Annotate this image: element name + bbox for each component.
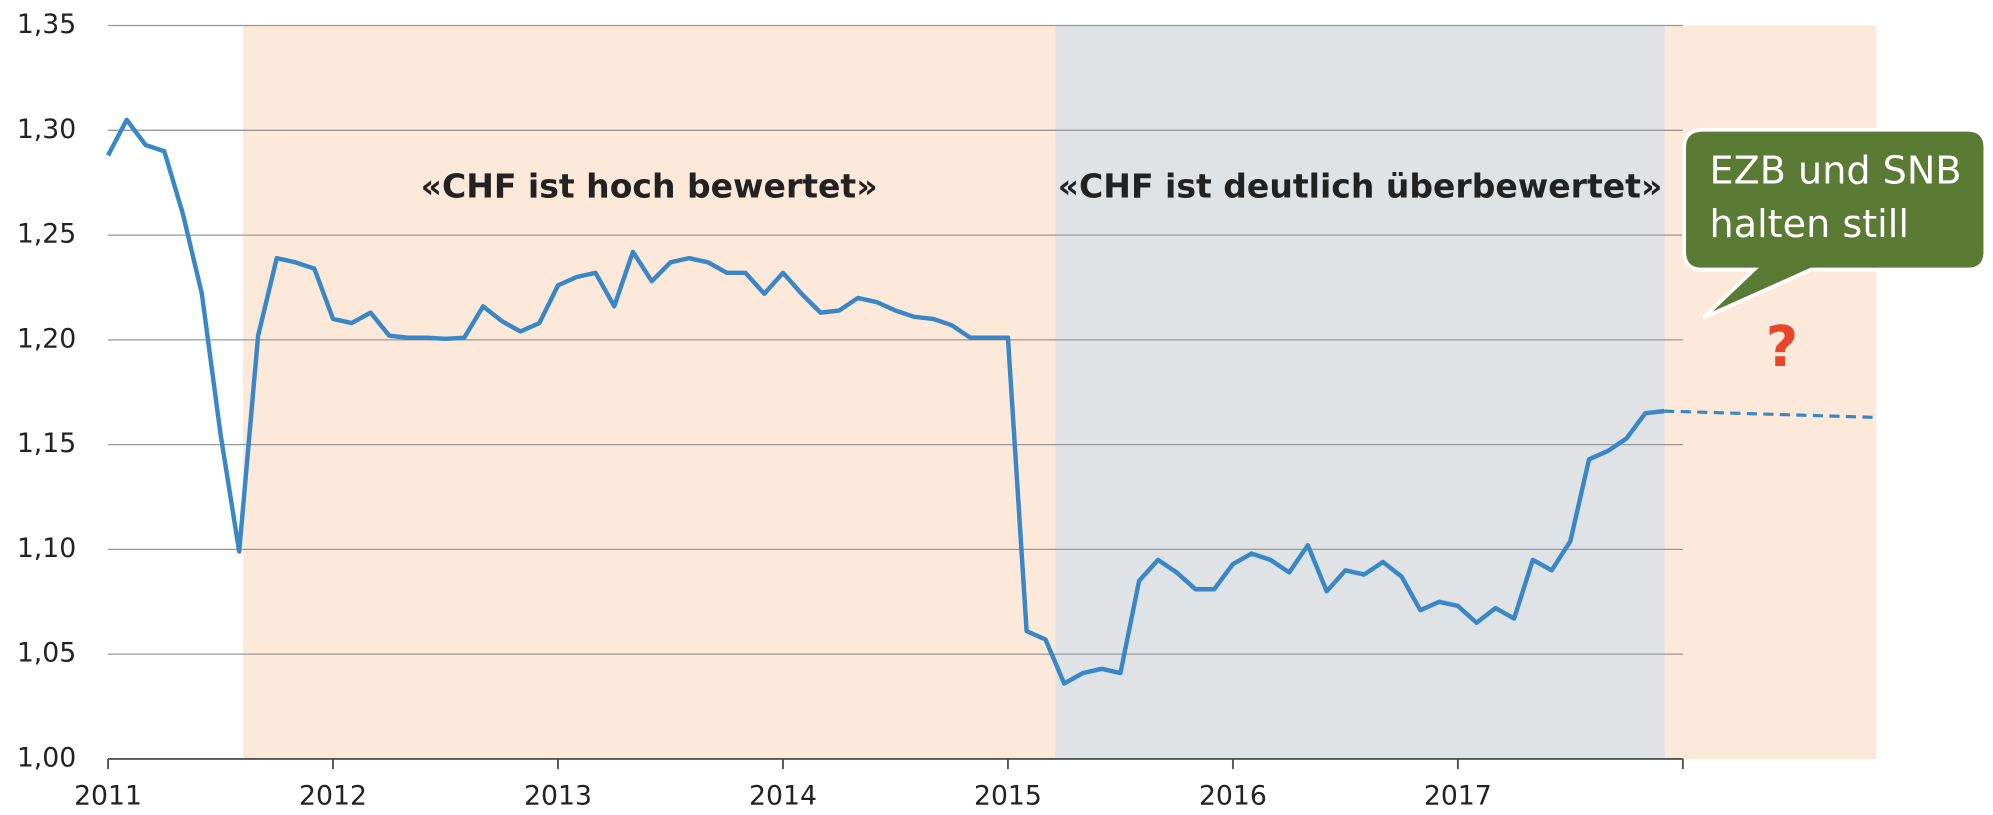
- y-tick-label: 1,25: [17, 219, 76, 250]
- x-tick-label: 2015: [974, 781, 1042, 812]
- y-tick-label: 1,35: [17, 9, 76, 40]
- x-tick-label: 2014: [749, 781, 817, 812]
- question-mark: ?: [1766, 315, 1798, 380]
- x-tick-label: 2016: [1199, 781, 1267, 812]
- region: [1055, 25, 1665, 759]
- x-tick-label: 2011: [74, 781, 142, 812]
- x-tick-label: 2012: [299, 781, 367, 812]
- y-tick-label: 1,30: [17, 114, 76, 145]
- y-tick-label: 1,10: [17, 533, 76, 564]
- x-tick-label: 2017: [1424, 781, 1492, 812]
- y-tick-label: 1,05: [17, 638, 76, 669]
- y-tick-label: 1,20: [17, 323, 76, 354]
- y-tick-label: 1,15: [17, 428, 76, 459]
- callout-text: halten still: [1710, 202, 1909, 246]
- x-tick-label: 2013: [524, 781, 592, 812]
- line: [106, 117, 1665, 686]
- y-tick-label: 1,00: [17, 742, 76, 773]
- region-label: «CHF ist hoch bewertet»: [421, 167, 878, 206]
- region: [243, 25, 1056, 759]
- callout-text: EZB und SNB: [1710, 148, 1962, 192]
- callout-box: [1682, 127, 1988, 320]
- region-label: «CHF ist deutlich überbewertet»: [1058, 167, 1663, 206]
- line: [1664, 409, 1877, 419]
